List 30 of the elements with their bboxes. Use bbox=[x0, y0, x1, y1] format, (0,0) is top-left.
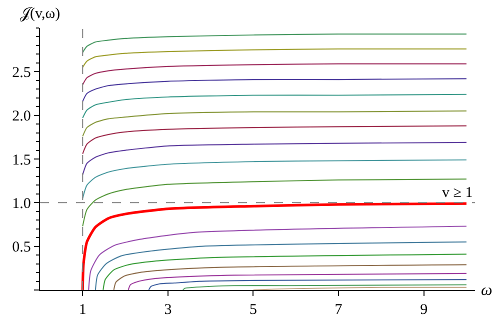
line-series bbox=[82, 159, 468, 199]
x-tick-label: 3 bbox=[164, 302, 172, 318]
line-series bbox=[128, 272, 468, 290]
y-axis-title: 𝒥(v,ω) bbox=[20, 6, 60, 22]
line-series bbox=[82, 110, 468, 137]
line-series bbox=[81, 202, 468, 290]
line-series bbox=[82, 34, 468, 53]
ref-line-label: v ≥ 1 bbox=[442, 185, 473, 201]
x-tick-label: 9 bbox=[420, 302, 428, 318]
y-tick-label: 2.0 bbox=[12, 108, 31, 125]
y-tick-label: 0.5 bbox=[12, 240, 31, 256]
x-tick-label: 7 bbox=[334, 302, 343, 318]
line-series bbox=[82, 48, 468, 68]
y-tick-label: 1.0 bbox=[12, 196, 31, 212]
line-series bbox=[82, 94, 468, 118]
line-series bbox=[148, 278, 468, 290]
x-axis-title: ω bbox=[481, 282, 492, 299]
line-series bbox=[102, 254, 468, 290]
x-tick-label: 5 bbox=[249, 302, 257, 318]
line-series bbox=[82, 142, 468, 176]
x-tick-label: 1 bbox=[78, 302, 86, 318]
line-series bbox=[82, 78, 468, 102]
line-series bbox=[82, 178, 468, 227]
y-tick-label: 1.5 bbox=[12, 152, 31, 168]
y-tick-label: 2.5 bbox=[12, 64, 31, 81]
line-series bbox=[82, 63, 468, 86]
line-series bbox=[88, 226, 468, 290]
line-series bbox=[82, 125, 468, 154]
line-series bbox=[113, 264, 468, 290]
line-series bbox=[94, 241, 468, 290]
